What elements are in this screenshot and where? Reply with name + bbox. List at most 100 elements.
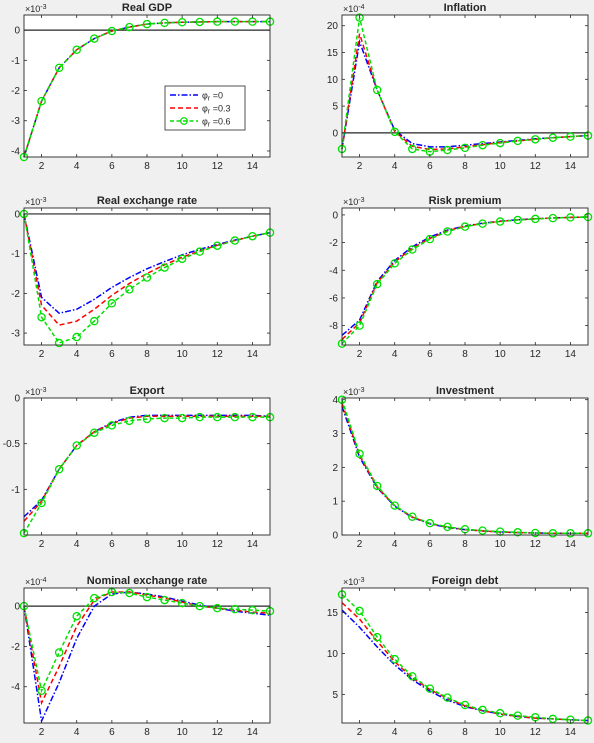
panel-8: Foreign debt ×10-3 2 4 6 8 10 12 14 5 10 15: [327, 575, 593, 738]
data-point: [425, 518, 435, 528]
data-point: [408, 512, 417, 521]
x-tick-label: 8: [144, 727, 150, 738]
y-tick-label: -2: [11, 642, 20, 653]
x-tick-label: 4: [392, 349, 398, 360]
x-tick-label: 2: [357, 727, 363, 738]
data-point: [478, 526, 487, 535]
axes-frame: [23, 14, 271, 158]
y-tick-label: -1: [11, 56, 20, 67]
x-tick-label: 8: [462, 349, 468, 360]
data-point: [248, 412, 257, 422]
data-point: [408, 245, 417, 254]
y-tick-label: -3: [11, 329, 20, 340]
axis-exponent: ×10-3: [343, 387, 365, 397]
series-line-2: [341, 602, 589, 722]
panel-title: Risk premium: [429, 195, 502, 207]
data-point: [478, 705, 487, 715]
data-point: [513, 711, 522, 720]
data-point: [372, 279, 382, 289]
data-point: [195, 412, 204, 422]
data-point: [37, 96, 46, 106]
data-point: [160, 595, 169, 605]
axis-exponent: ×10-3: [25, 387, 47, 397]
x-tick-label: 12: [212, 349, 224, 360]
panel-3: Real exchange rate ×10-3 2 4 6 8 10 12 14 -3 -2 -1 0: [11, 195, 275, 360]
x-tick-label: 10: [495, 161, 507, 172]
panel-title: Nominal exchange rate: [87, 575, 207, 587]
data-point: [107, 299, 117, 308]
data-point: [125, 588, 134, 598]
axis-exponent: ×10-3: [343, 197, 365, 207]
y-tick-label: 0: [332, 210, 338, 221]
y-tick-label: -1: [11, 485, 20, 496]
data-point: [425, 234, 435, 244]
series-line-2: [23, 591, 271, 706]
y-tick-label: 4: [332, 395, 338, 406]
data-point: [37, 312, 46, 322]
x-tick-label: 14: [247, 349, 259, 360]
y-tick-label: 0: [14, 394, 20, 405]
legend-marker: [180, 117, 188, 125]
data-point: [177, 413, 187, 423]
y-tick-label: -8: [329, 321, 338, 332]
axes-frame: [341, 587, 589, 724]
x-tick-label: 10: [495, 349, 507, 360]
data-point: [90, 34, 99, 43]
data-point: [125, 416, 134, 426]
data-point: [513, 136, 522, 146]
x-tick-label: 6: [109, 349, 115, 360]
data-point: [355, 13, 364, 22]
panel-2: Inflation ×10-4 2 4 6 8 10 12 14 0 5 10 15 20: [327, 2, 593, 172]
x-tick-label: 10: [177, 727, 189, 738]
data-point: [248, 605, 257, 615]
axes-background: [24, 208, 270, 345]
data-point: [54, 648, 64, 657]
data-point: [355, 449, 364, 459]
axes-frame: [341, 207, 589, 346]
axis-exponent: ×10-3: [25, 197, 47, 207]
series-line-3: [341, 399, 588, 535]
data-point: [177, 18, 187, 27]
x-tick-label: 2: [39, 161, 45, 172]
axes-background: [342, 588, 588, 723]
data-point: [425, 684, 435, 693]
data-point: [548, 133, 558, 142]
x-tick-label: 4: [392, 539, 398, 550]
x-tick-label: 6: [109, 161, 115, 172]
y-tick-label: 0: [14, 209, 20, 220]
data-point: [390, 127, 399, 137]
y-tick-label: 3: [332, 429, 338, 440]
x-tick-label: 14: [247, 161, 259, 172]
series-line-3: [23, 20, 270, 158]
panel-title: Real GDP: [122, 2, 172, 14]
data-point: [213, 603, 222, 613]
data-point: [213, 412, 222, 422]
x-tick-label: 6: [427, 161, 433, 172]
data-point: [390, 501, 399, 510]
data-point: [90, 593, 99, 603]
data-point: [72, 441, 81, 450]
x-tick-label: 12: [530, 539, 542, 550]
axes-frame: [341, 397, 589, 536]
legend-entry: φr =0: [202, 91, 223, 103]
y-tick-label: 10: [327, 649, 339, 660]
data-point: [390, 259, 399, 268]
x-tick-label: 14: [565, 349, 577, 360]
x-tick-label: 8: [144, 539, 150, 550]
data-point: [355, 606, 364, 616]
data-point: [355, 321, 364, 330]
axes-frame: [23, 587, 271, 724]
axes-background: [342, 208, 588, 345]
axes-frame: [23, 207, 271, 346]
series-line-1: [23, 213, 271, 315]
y-tick-label: -4: [11, 682, 20, 693]
axes-background: [342, 398, 588, 535]
data-point: [177, 598, 187, 608]
x-tick-label: 14: [565, 161, 577, 172]
data-point: [107, 26, 117, 36]
x-tick-label: 4: [74, 161, 80, 172]
y-tick-label: -4: [11, 146, 20, 157]
x-tick-label: 10: [495, 727, 507, 738]
x-tick-label: 4: [74, 727, 80, 738]
